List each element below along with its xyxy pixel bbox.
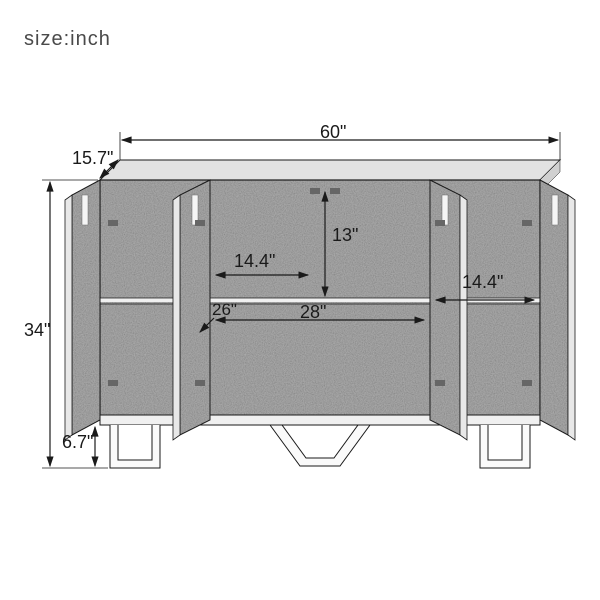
dim-total-height: 34" [24,320,50,341]
dim-total-width: 60" [320,122,346,143]
dim-inner-depth: 26" [212,300,237,320]
door-right-outer [540,180,575,440]
dim-leg-height: 6.7" [62,432,93,453]
dim-shelf-height: 13" [332,225,358,246]
door-inner-left [173,180,210,440]
cabinet-bottom-rail [100,415,540,425]
door-left-outer [65,180,100,440]
dim-shelf-width-inner: 14.4" [234,251,275,272]
furniture-diagram [0,0,600,600]
dim-inner-width: 28" [300,302,326,323]
dim-shelf-width-right: 14.4" [462,272,503,293]
door-inner-right [430,180,467,440]
dim-depth-top: 15.7" [72,148,113,169]
